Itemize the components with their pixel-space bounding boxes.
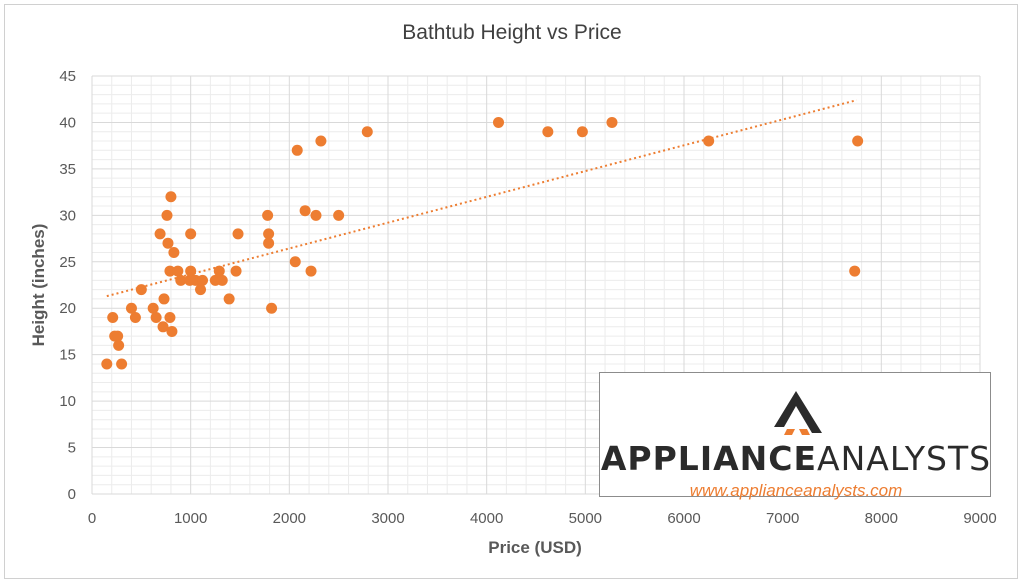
data-point xyxy=(116,358,128,370)
data-point xyxy=(101,358,113,370)
data-point xyxy=(113,339,125,351)
y-tick-label: 20 xyxy=(59,300,76,317)
data-point xyxy=(195,284,207,296)
y-tick-label: 0 xyxy=(68,486,76,503)
data-point xyxy=(166,325,178,337)
x-tick-label: 8000 xyxy=(865,510,898,527)
x-tick-label: 7000 xyxy=(766,510,799,527)
data-point xyxy=(263,237,275,249)
x-tick-label: 6000 xyxy=(667,510,700,527)
logo-url: www.applianceanalysts.com xyxy=(689,481,903,500)
data-point xyxy=(164,312,176,324)
data-point xyxy=(849,265,861,277)
data-point xyxy=(606,116,618,128)
y-tick-label: 15 xyxy=(59,347,76,364)
data-point xyxy=(852,135,864,147)
data-point xyxy=(125,302,137,314)
trendline xyxy=(106,99,857,298)
data-point xyxy=(112,330,124,342)
data-point xyxy=(172,265,184,277)
data-point xyxy=(157,321,169,333)
data-point xyxy=(147,302,159,314)
data-point xyxy=(361,126,373,138)
data-point xyxy=(135,284,147,296)
data-point xyxy=(197,274,209,286)
x-tick-label: 2000 xyxy=(273,510,306,527)
data-point xyxy=(162,237,174,249)
data-point xyxy=(230,265,242,277)
data-point xyxy=(315,135,327,147)
logo-word-appliance: APPLIANCE xyxy=(600,439,818,478)
y-tick-label: 25 xyxy=(59,254,76,271)
x-tick-label: 0 xyxy=(88,510,96,527)
data-point xyxy=(213,265,225,277)
x-tick-label: 1000 xyxy=(174,510,207,527)
data-point xyxy=(232,228,244,240)
data-point xyxy=(289,256,301,268)
data-point xyxy=(333,209,345,221)
roof-logo-icon xyxy=(774,391,822,435)
data-point xyxy=(164,265,176,277)
data-point xyxy=(223,293,235,305)
y-tick-label: 40 xyxy=(59,114,76,131)
y-tick-label: 10 xyxy=(59,393,76,410)
y-tick-label: 35 xyxy=(59,161,76,178)
data-point xyxy=(310,209,322,221)
y-axis-label: Height (inches) xyxy=(29,223,48,347)
data-point xyxy=(175,274,187,286)
data-points xyxy=(101,116,864,370)
data-point xyxy=(216,274,228,286)
data-point xyxy=(703,135,715,147)
x-tick-labels: 0 1000 2000 3000 4000 5000 6000 7000 8000 9000 xyxy=(88,510,997,527)
y-tick-label: 30 xyxy=(59,207,76,224)
watermark-logo: APPLIANCEANALYSTS www.applianceanalysts.… xyxy=(599,372,992,500)
data-point xyxy=(299,205,311,217)
y-tick-label: 45 xyxy=(59,68,76,85)
y-tick-label: 5 xyxy=(68,440,76,457)
data-point xyxy=(542,126,554,138)
chart-title: Bathtub Height vs Price xyxy=(402,21,622,44)
data-point xyxy=(263,228,275,240)
data-point xyxy=(154,228,166,240)
x-tick-label: 4000 xyxy=(470,510,503,527)
data-point xyxy=(185,265,197,277)
data-point xyxy=(266,302,278,314)
data-point xyxy=(576,126,588,138)
x-tick-label: 5000 xyxy=(569,510,602,527)
data-point xyxy=(291,144,303,156)
data-point xyxy=(158,293,170,305)
x-axis-label: Price (USD) xyxy=(488,538,582,557)
data-point xyxy=(493,116,505,128)
data-point xyxy=(262,209,274,221)
data-point xyxy=(107,312,119,324)
logo-word-analysts: ANALYSTS xyxy=(817,439,992,478)
data-point xyxy=(305,265,317,277)
x-tick-label: 9000 xyxy=(963,510,996,527)
data-point xyxy=(168,246,180,258)
data-point xyxy=(150,312,162,324)
data-point xyxy=(161,209,173,221)
x-tick-label: 3000 xyxy=(371,510,404,527)
data-point xyxy=(165,191,177,203)
data-point xyxy=(185,228,197,240)
logo-wordmark: APPLIANCEANALYSTS xyxy=(600,439,992,478)
y-tick-labels: 0 5 10 15 20 25 30 35 40 45 xyxy=(59,68,76,503)
data-point xyxy=(129,312,141,324)
